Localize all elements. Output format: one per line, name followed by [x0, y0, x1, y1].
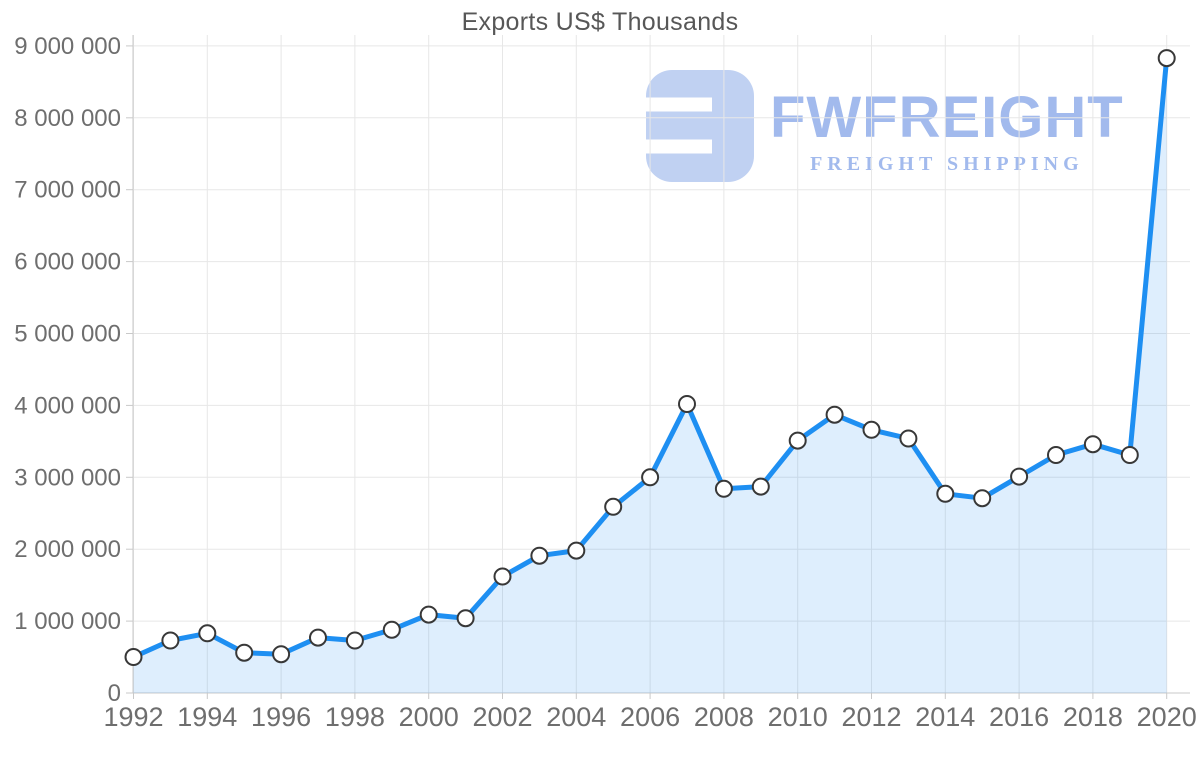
y-tick-label: 2 000 000	[14, 536, 121, 563]
x-tick-label: 2014	[915, 702, 975, 732]
data-point-1996[interactable]	[272, 645, 291, 664]
data-point-1993[interactable]	[161, 631, 180, 650]
data-point-2014[interactable]	[936, 484, 955, 503]
data-point-2017[interactable]	[1047, 446, 1065, 464]
data-point-1997[interactable]	[309, 628, 327, 647]
y-tick-label: 9 000 000	[14, 33, 121, 60]
y-tick-label: 5 000 000	[14, 321, 121, 348]
x-tick-label: 2012	[841, 702, 901, 732]
y-tick-label: 8 000 000	[14, 105, 121, 132]
y-tick-label: 7 000 000	[14, 177, 121, 204]
x-tick-label: 2010	[768, 702, 828, 732]
data-point-2002[interactable]	[493, 567, 512, 586]
y-tick-label: 1 000 000	[14, 608, 121, 635]
x-tick-label: 2000	[399, 702, 459, 732]
y-tick-label: 4 000 000	[14, 392, 121, 419]
x-tick-label: 1992	[103, 702, 163, 732]
data-point-2005[interactable]	[604, 497, 623, 516]
data-point-2016[interactable]	[1010, 467, 1029, 486]
data-point-1992[interactable]	[124, 648, 143, 666]
data-point-2009[interactable]	[751, 477, 770, 496]
y-tick-label: 0	[108, 680, 121, 707]
data-point-2010[interactable]	[788, 431, 807, 450]
y-tick-label: 6 000 000	[14, 249, 121, 276]
x-tick-label: 1994	[177, 702, 237, 732]
data-point-1999[interactable]	[382, 620, 401, 639]
y-tick-label: 3 000 000	[14, 464, 121, 491]
data-point-2008[interactable]	[714, 479, 733, 498]
x-tick-label: 2018	[1063, 702, 1123, 732]
x-tick-label: 2002	[472, 702, 532, 732]
x-tick-label: 1996	[251, 702, 311, 732]
data-point-2000[interactable]	[419, 605, 438, 624]
x-tick-label: 2020	[1137, 702, 1197, 732]
x-tick-label: 2016	[989, 702, 1049, 732]
x-tick-label: 2006	[620, 702, 680, 732]
data-point-2015[interactable]	[973, 489, 992, 508]
data-point-2020[interactable]	[1157, 49, 1176, 68]
x-tick-label: 2008	[694, 702, 754, 732]
data-point-1995[interactable]	[235, 643, 254, 662]
x-tick-label: 1998	[325, 702, 385, 732]
x-tick-label: 2004	[546, 702, 606, 732]
chart-title: Exports US$ Thousands	[461, 8, 739, 36]
data-point-2004[interactable]	[567, 541, 586, 560]
data-point-2018[interactable]	[1083, 435, 1102, 454]
data-point-2011[interactable]	[825, 405, 844, 424]
data-point-2001[interactable]	[456, 609, 475, 628]
data-point-1994[interactable]	[198, 624, 217, 643]
data-point-2006[interactable]	[641, 468, 660, 487]
series-area-fill	[133, 58, 1167, 694]
data-point-2007[interactable]	[678, 395, 696, 413]
data-point-1998[interactable]	[345, 631, 364, 650]
data-point-2012[interactable]	[862, 420, 881, 439]
data-point-2013[interactable]	[899, 429, 918, 448]
data-point-2003[interactable]	[530, 546, 549, 565]
data-point-2019[interactable]	[1120, 446, 1139, 464]
